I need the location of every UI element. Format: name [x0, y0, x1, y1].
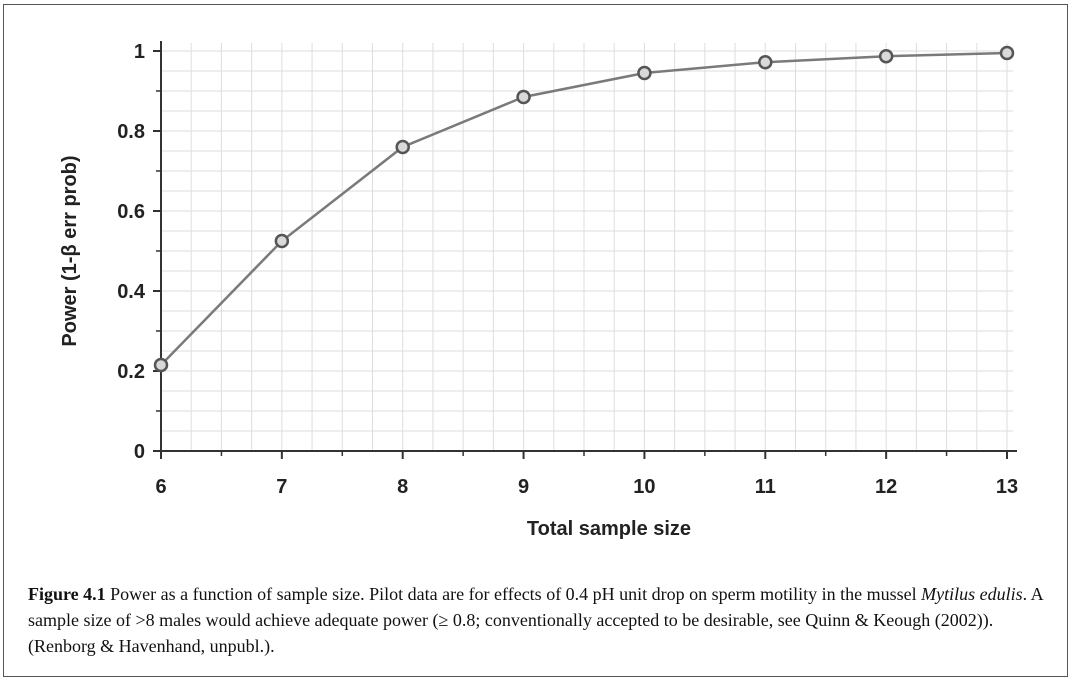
y-tick-label: 0 [134, 441, 145, 463]
figure-frame: 0 0.2 0.4 0.6 0.8 1 6 7 8 9 10 11 12 13 Total sample … [3, 4, 1068, 677]
data-point [878, 48, 894, 64]
power-chart: 0 0.2 0.4 0.6 0.8 1 6 7 8 9 10 11 12 13 Total sample … [59, 41, 1018, 540]
caption-text-1: Power as a function of sample size. Pilo… [105, 584, 922, 604]
data-point [516, 89, 531, 105]
series-line [160, 51, 1008, 366]
data-point [274, 233, 290, 249]
data-point [153, 357, 169, 373]
y-tick-label: 0.8 [117, 121, 145, 143]
x-tick-label: 8 [397, 476, 408, 498]
y-tick-label: 0.4 [117, 281, 146, 303]
data-point [637, 65, 652, 81]
y-tick-label: 0.6 [117, 201, 145, 223]
axes [153, 41, 1017, 459]
grid [161, 43, 1013, 451]
caption-label: Figure 4.1 [28, 584, 106, 604]
figure-caption: Figure 4.1 Power as a function of sample… [28, 581, 1058, 659]
caption-species: Mytilus edulis [921, 584, 1023, 604]
tick-labels: 0 0.2 0.4 0.6 0.8 1 6 7 8 9 10 11 12 13 [117, 41, 1018, 498]
caption-text-2: . A sample size of >8 males would achiev… [28, 584, 1043, 656]
y-tick-label: 1 [134, 41, 145, 63]
x-tick-label: 6 [155, 476, 166, 498]
x-tick-label: 11 [755, 476, 776, 498]
x-tick-label: 10 [633, 476, 655, 498]
x-tick-label: 9 [518, 476, 529, 498]
series-group [153, 45, 1015, 373]
data-point [758, 54, 773, 70]
data-point [395, 139, 410, 155]
x-tick-label: 7 [276, 476, 287, 498]
x-tick-label: 13 [996, 476, 1018, 498]
y-tick-label: 0.2 [117, 361, 145, 383]
x-axis-title: Total sample size [527, 518, 691, 540]
y-axis-title: Power (1-β err prob) [59, 155, 81, 346]
data-point [999, 45, 1015, 61]
x-tick-label: 12 [875, 476, 897, 498]
